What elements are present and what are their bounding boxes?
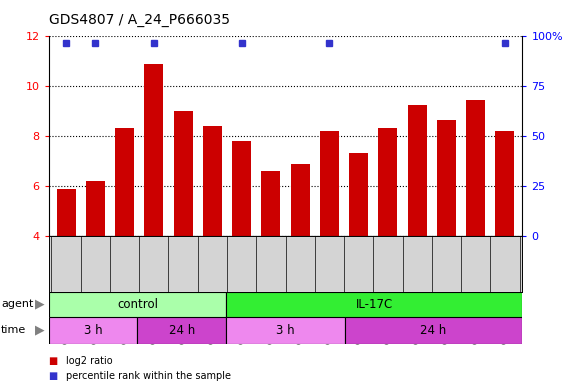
Bar — [262, 171, 280, 236]
Bar — [226, 317, 345, 344]
Bar — [496, 131, 514, 236]
Bar — [466, 100, 485, 236]
Bar — [174, 111, 192, 236]
Text: ▶: ▶ — [35, 324, 45, 337]
Text: ■: ■ — [49, 371, 58, 381]
Bar — [86, 181, 105, 236]
Text: 24 h: 24 h — [168, 324, 195, 337]
Text: 3 h: 3 h — [84, 324, 102, 337]
Text: 24 h: 24 h — [420, 324, 447, 337]
Text: ▶: ▶ — [35, 298, 45, 311]
Bar — [138, 317, 226, 344]
Text: control: control — [117, 298, 158, 311]
Text: GDS4807 / A_24_P666035: GDS4807 / A_24_P666035 — [49, 13, 230, 27]
Bar — [49, 317, 138, 344]
Bar — [291, 164, 309, 236]
Text: log2 ratio: log2 ratio — [66, 356, 112, 366]
Bar — [144, 64, 163, 236]
Bar — [379, 127, 397, 236]
Bar — [226, 292, 522, 317]
Text: ■: ■ — [49, 356, 58, 366]
Text: time: time — [1, 325, 26, 335]
Bar — [203, 126, 222, 236]
Bar — [345, 317, 522, 344]
Bar — [349, 152, 368, 236]
Text: IL-17C: IL-17C — [356, 298, 393, 311]
Bar — [320, 131, 339, 236]
Text: 3 h: 3 h — [276, 324, 295, 337]
Bar — [437, 120, 456, 236]
Bar — [232, 141, 251, 236]
Bar — [408, 105, 427, 236]
Bar — [57, 189, 75, 236]
Bar — [115, 127, 134, 236]
Bar — [49, 292, 226, 317]
Text: percentile rank within the sample: percentile rank within the sample — [66, 371, 231, 381]
Text: agent: agent — [1, 299, 34, 310]
